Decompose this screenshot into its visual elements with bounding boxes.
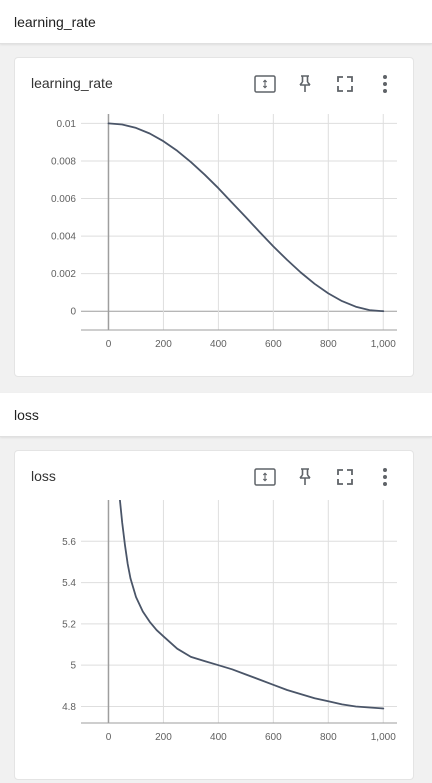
y-tick-label: 0.002: [51, 269, 76, 280]
x-tick-label: 200: [155, 732, 172, 743]
more-options-button[interactable]: [373, 72, 397, 96]
chart-learning-rate[interactable]: 0 0.002 0.004 0.006 0.008 0.01 0 200 400 600 800 1,…: [15, 58, 415, 378]
x-tick-label: 400: [210, 339, 227, 350]
section-header-loss[interactable]: loss: [0, 393, 432, 437]
fit-domain-icon: [254, 468, 276, 486]
pin-icon: [299, 468, 311, 485]
pin-button[interactable]: [293, 465, 317, 489]
y-tick-label: 5.4: [62, 578, 76, 589]
y-tick-label: 5.6: [62, 537, 76, 548]
x-tick-label: 0: [106, 339, 112, 350]
y-tick-label: 0.008: [51, 156, 76, 167]
series-line: [107, 122, 385, 313]
y-tick-label: 5: [70, 661, 76, 672]
section-title: learning_rate: [14, 13, 96, 30]
x-tick-label: 0: [106, 732, 112, 743]
more-vert-icon: [383, 468, 387, 486]
x-tick-label: 200: [155, 339, 172, 350]
fit-domain-icon: [254, 75, 276, 93]
x-tick-label: 1,000: [371, 339, 396, 350]
fullscreen-button[interactable]: [333, 72, 357, 96]
fit-domain-button[interactable]: [253, 465, 277, 489]
fullscreen-button[interactable]: [333, 465, 357, 489]
fit-domain-button[interactable]: [253, 72, 277, 96]
section-title: loss: [14, 406, 39, 423]
more-options-button[interactable]: [373, 465, 397, 489]
card-title: loss: [31, 468, 56, 484]
x-tick-label: 600: [265, 732, 282, 743]
y-tick-label: 4.8: [62, 702, 76, 713]
y-tick-label: 0.006: [51, 194, 76, 205]
more-vert-icon: [383, 75, 387, 93]
pin-button[interactable]: [293, 72, 317, 96]
section-header-learning-rate[interactable]: learning_rate: [0, 0, 432, 44]
x-tick-label: 800: [320, 732, 337, 743]
fullscreen-icon: [337, 76, 353, 92]
pin-icon: [299, 75, 311, 92]
scalar-card-loss: loss 4.8 5 5.2 5.4 5.6 0 200 400 600 800 1,: [14, 450, 414, 780]
x-tick-label: 600: [265, 339, 282, 350]
x-tick-label: 800: [320, 339, 337, 350]
x-tick-label: 1,000: [371, 732, 396, 743]
chart-loss[interactable]: 4.8 5 5.2 5.4 5.6 0 200 400 600 800 1,000: [15, 451, 415, 781]
y-tick-label: 5.2: [62, 619, 76, 630]
card-toolbar: [253, 72, 413, 96]
scalar-card-learning-rate: learning_rate 0 0.002 0.004 0.006 0.0: [14, 57, 414, 377]
y-tick-label: 0.004: [51, 232, 76, 243]
fullscreen-icon: [337, 469, 353, 485]
card-toolbar: [253, 465, 413, 489]
series-line: [119, 500, 385, 710]
x-tick-label: 400: [210, 732, 227, 743]
y-tick-label: 0.01: [57, 119, 77, 130]
y-tick-label: 0: [70, 307, 76, 318]
card-title: learning_rate: [31, 75, 113, 91]
